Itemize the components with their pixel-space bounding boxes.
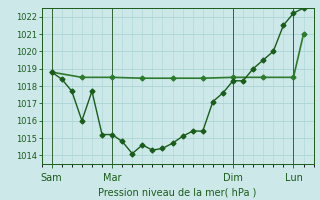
X-axis label: Pression niveau de la mer( hPa ): Pression niveau de la mer( hPa ): [99, 187, 257, 197]
